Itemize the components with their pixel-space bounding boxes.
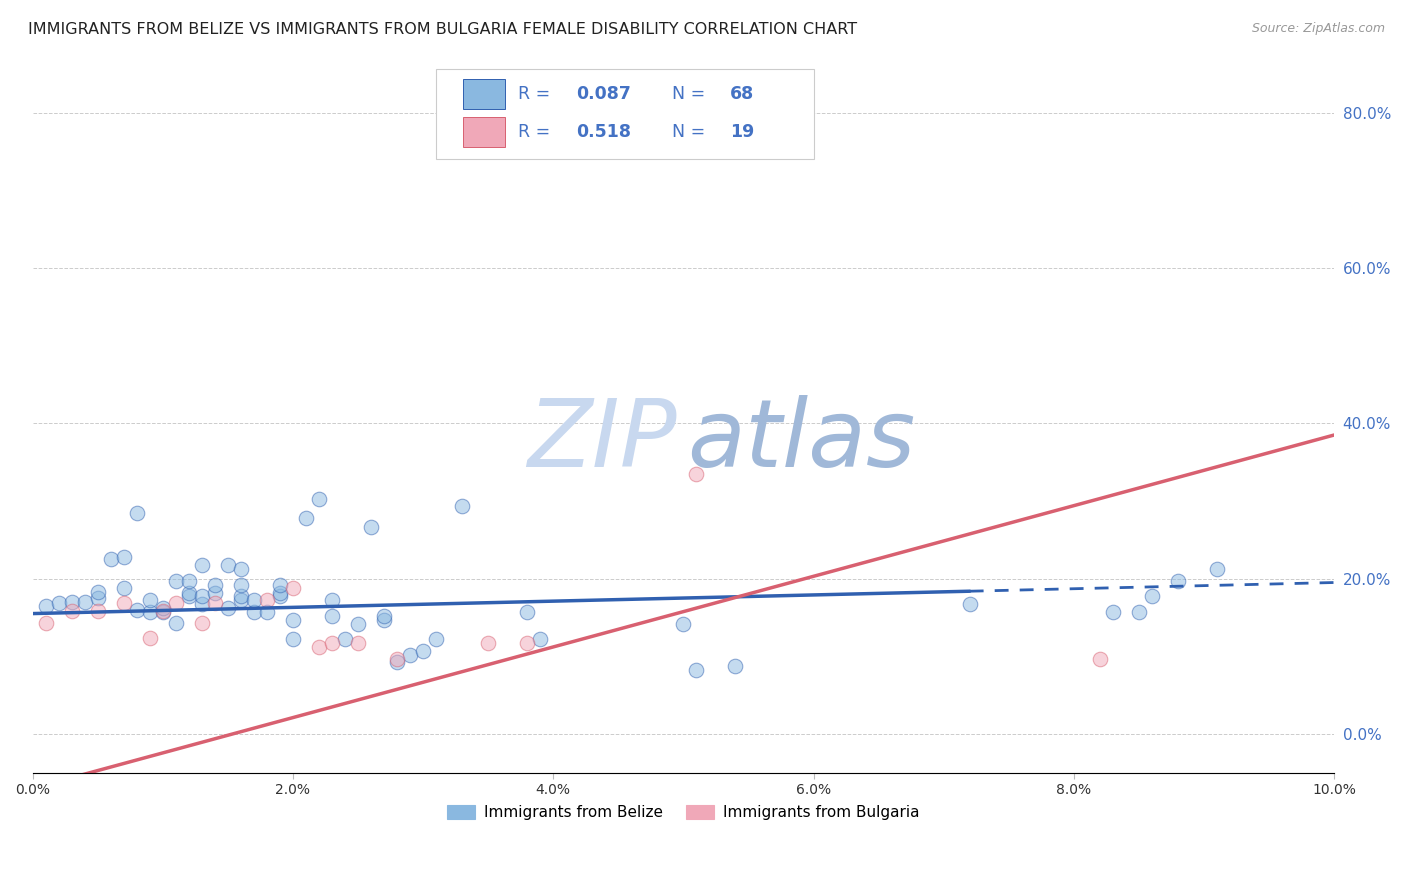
Point xyxy=(243,605,266,619)
Point xyxy=(190,597,212,611)
Point xyxy=(112,597,135,611)
Point xyxy=(229,590,252,604)
Point xyxy=(48,597,70,611)
Point xyxy=(243,593,266,607)
Point xyxy=(529,632,551,647)
Point xyxy=(308,492,330,507)
Point xyxy=(281,613,304,627)
Point xyxy=(1167,574,1189,588)
Point xyxy=(152,601,174,615)
Point xyxy=(34,615,56,630)
Point xyxy=(477,636,499,650)
Point xyxy=(295,511,318,525)
Point xyxy=(177,585,200,599)
Point xyxy=(152,604,174,618)
Point xyxy=(256,605,278,619)
Point xyxy=(86,604,108,618)
Point xyxy=(165,597,187,611)
Point xyxy=(34,599,56,613)
Text: N =: N = xyxy=(672,86,710,103)
Text: 68: 68 xyxy=(730,86,755,103)
Point xyxy=(60,604,83,618)
Point xyxy=(190,558,212,572)
Text: atlas: atlas xyxy=(688,395,915,486)
Point xyxy=(1140,590,1163,604)
Point xyxy=(451,500,474,514)
Point xyxy=(125,603,148,617)
Point xyxy=(217,601,239,615)
Point xyxy=(269,590,291,604)
Point xyxy=(1206,561,1229,575)
Point xyxy=(190,615,212,630)
Point xyxy=(138,632,160,646)
Point xyxy=(959,597,981,611)
Point xyxy=(516,605,538,619)
Point xyxy=(1128,605,1150,619)
Point xyxy=(399,648,422,662)
Point xyxy=(112,549,135,564)
Point xyxy=(165,615,187,630)
Point xyxy=(112,581,135,595)
Point xyxy=(138,605,160,619)
Point xyxy=(217,558,239,572)
Point xyxy=(269,585,291,599)
Text: Source: ZipAtlas.com: Source: ZipAtlas.com xyxy=(1251,22,1385,36)
Point xyxy=(321,636,343,650)
Point xyxy=(385,656,408,670)
Text: R =: R = xyxy=(517,123,555,141)
Point xyxy=(190,590,212,604)
Point xyxy=(347,636,370,650)
Point xyxy=(1088,651,1111,665)
Legend: Immigrants from Belize, Immigrants from Bulgaria: Immigrants from Belize, Immigrants from … xyxy=(441,799,925,827)
Text: IMMIGRANTS FROM BELIZE VS IMMIGRANTS FROM BULGARIA FEMALE DISABILITY CORRELATION: IMMIGRANTS FROM BELIZE VS IMMIGRANTS FRO… xyxy=(28,22,858,37)
Point xyxy=(86,591,108,605)
Point xyxy=(204,597,226,611)
Point xyxy=(1102,605,1125,619)
Point xyxy=(125,506,148,520)
Point xyxy=(724,658,747,673)
FancyBboxPatch shape xyxy=(436,69,814,159)
Text: 19: 19 xyxy=(730,123,755,141)
Point xyxy=(138,593,160,607)
Point xyxy=(347,616,370,631)
Point xyxy=(385,651,408,665)
Text: 0.518: 0.518 xyxy=(576,123,631,141)
Point xyxy=(229,578,252,592)
Point xyxy=(204,578,226,592)
Text: N =: N = xyxy=(672,123,710,141)
Point xyxy=(672,616,695,631)
Point xyxy=(177,574,200,588)
Point xyxy=(256,592,278,607)
Text: R =: R = xyxy=(517,86,555,103)
Text: 0.087: 0.087 xyxy=(576,86,631,103)
Point xyxy=(269,578,291,592)
Point xyxy=(100,552,122,566)
FancyBboxPatch shape xyxy=(464,117,505,147)
Point xyxy=(516,636,538,650)
Point xyxy=(308,640,330,654)
Point xyxy=(60,595,83,609)
Point xyxy=(373,608,395,623)
FancyBboxPatch shape xyxy=(464,79,505,110)
Point xyxy=(165,574,187,588)
Point xyxy=(73,595,96,609)
Point xyxy=(281,632,304,647)
Point xyxy=(86,584,108,599)
Point xyxy=(685,663,707,677)
Point xyxy=(360,519,382,533)
Point xyxy=(281,581,304,595)
Text: ZIP: ZIP xyxy=(527,395,676,486)
Point xyxy=(425,632,447,647)
Point xyxy=(177,590,200,604)
Point xyxy=(204,585,226,599)
Point xyxy=(373,613,395,627)
Point xyxy=(152,605,174,619)
Point xyxy=(685,467,707,481)
Point xyxy=(229,561,252,575)
Point xyxy=(321,608,343,623)
Point xyxy=(229,593,252,607)
Point xyxy=(412,644,434,658)
Point xyxy=(321,593,343,607)
Point xyxy=(333,632,356,647)
